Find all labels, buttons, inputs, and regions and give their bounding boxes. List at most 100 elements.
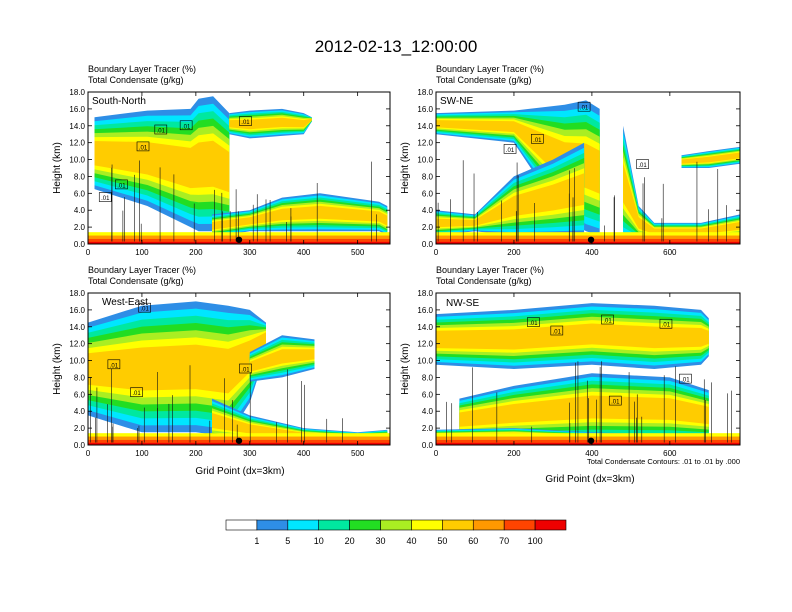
colorbar: 1 5 10 20 30 40 50 60 70 100 [225,519,567,546]
colorbar-swatch [318,519,350,531]
ytick-label: 0.0 [422,240,434,249]
svg-text:.01: .01 [580,106,589,112]
ytick-label: 4.0 [422,206,434,215]
panel-4-xticks: 0 200 400 600 [434,293,677,458]
colorbar-swatch [380,519,412,531]
panel-4-frame [435,292,741,446]
cloud-0-band-6 [94,140,230,193]
xtick-label: 600 [663,449,677,458]
colorbar-label: 30 [376,536,386,546]
contour-note: Total Condensate Contours: .01 to .01 by… [587,457,740,466]
colorbar-swatch [256,519,289,531]
svg-text:.01: .01 [139,145,148,151]
xtick-label: 400 [585,449,599,458]
contour-label: .01 [138,302,151,313]
xtick-label: 0 [86,248,91,257]
figure-title: 2012-02-13_12:00:00 [315,37,478,56]
panel-2-title-line1: Boundary Layer Tracer (%) [436,64,544,74]
ytick-label: 12.0 [417,139,433,148]
colorbar-swatch [442,519,474,531]
xtick-label: 200 [507,449,521,458]
contour-label: .01 [601,314,614,325]
colorbar-swatch [534,519,567,531]
cloud-0-band-6 [88,332,266,394]
svg-text:.01: .01 [157,129,166,135]
contour-label: .01 [679,373,692,384]
colorbar-label: 5 [285,536,290,546]
svg-text:.01: .01 [241,368,250,374]
ytick-label: 4.0 [74,407,86,416]
panel-1-yticks: 0.0 2.0 4.0 6.0 8.0 10.0 12.0 14.0 16.0 18.0 [69,88,390,249]
colorbar-label: 100 [528,536,543,546]
panel-4-ylabel: Height (km) [400,343,411,395]
panel-south-north: Boundary Layer Tracer (%) Total Condensa… [52,64,391,257]
contour-label: .01 [239,363,252,374]
surface-band-2 [436,439,740,445]
svg-text:.01: .01 [638,163,647,169]
panel-3-label: West-East [102,297,148,308]
colorbar-swatch [411,519,443,531]
ytick-label: 14.0 [69,323,85,332]
contour-label: .01 [154,124,168,135]
panel-3-ylabel: Height (km) [52,343,63,395]
panel-2-plot-area: .01 .01 .01 .01 [436,100,740,244]
xlabel-left: Grid Point (dx=3km) [195,466,284,477]
svg-text:.01: .01 [533,138,542,144]
svg-text:.01: .01 [110,363,119,369]
contour-label: .01 [503,144,517,154]
colorbar-label: 50 [437,536,447,546]
contour-label: .01 [98,192,112,202]
surface-band-2 [436,238,740,244]
colorbar-label: 70 [499,536,509,546]
ytick-label: 0.0 [74,441,86,450]
panel-2-xticks: 0 200 400 600 [434,92,677,257]
colorbar-swatch [503,519,536,531]
panel-1-frame [87,91,391,245]
ytick-label: 16.0 [69,105,85,114]
panel-2-ylabel: Height (km) [400,142,411,194]
ytick-label: 8.0 [422,172,434,181]
ytick-label: 18.0 [69,88,85,97]
svg-text:.01: .01 [132,391,141,397]
panel-3-plot-area: .01 .01 .01 .01 [88,301,390,445]
cloud-1-band-6 [229,117,312,130]
colorbar-swatch [287,519,320,531]
svg-text:.01: .01 [662,323,671,329]
ytick-label: 16.0 [417,105,433,114]
xtick-label: 400 [297,248,311,257]
contour-label: .01 [608,395,622,406]
panel-4-label: NW-SE [446,298,479,309]
ytick-label: 18.0 [417,289,433,298]
panel-3-yticks: 0.0 2.0 4.0 6.0 8.0 10.0 12.0 14.0 16.0 18.0 [69,289,390,450]
xlabel-right: Grid Point (dx=3km) [545,474,634,485]
cloud-1-band-6 [249,349,315,372]
colorbar-label: 1 [254,536,259,546]
ytick-label: 10.0 [417,156,433,165]
cloud-0-band-6 [436,323,709,350]
cloud-2-band-6 [212,205,388,230]
panel-1-label: South-North [92,96,146,107]
ytick-label: 8.0 [422,373,434,382]
colorbar-label: 40 [406,536,416,546]
panel-1-title-line2: Total Condensate (g/kg) [88,75,184,85]
ytick-label: 18.0 [69,289,85,298]
ytick-label: 14.0 [417,323,433,332]
panel-west-east: Boundary Layer Tracer (%) Total Condensa… [52,265,391,458]
ytick-label: 14.0 [417,122,433,131]
ytick-label: 10.0 [69,357,85,366]
colorbar-label: 10 [314,536,324,546]
contour-label: .01 [136,141,150,151]
contour-label: .01 [659,318,673,329]
panel-3-frame [87,292,391,446]
colorbar-swatch [225,519,258,531]
svg-text:.01: .01 [182,124,191,130]
surface-band-3 [436,442,740,445]
station-marker [587,236,595,243]
panel-2-yticks: 0.0 2.0 4.0 6.0 8.0 10.0 12.0 14.0 16.0 18.0 [417,88,740,249]
ytick-label: 0.0 [74,240,86,249]
station-marker [587,437,595,444]
svg-text:.01: .01 [603,319,612,325]
xtick-label: 200 [507,248,521,257]
panel-1-plot-area: .01 .01 .01 .01 .01 .01 [88,96,390,244]
svg-text:.01: .01 [140,307,149,313]
